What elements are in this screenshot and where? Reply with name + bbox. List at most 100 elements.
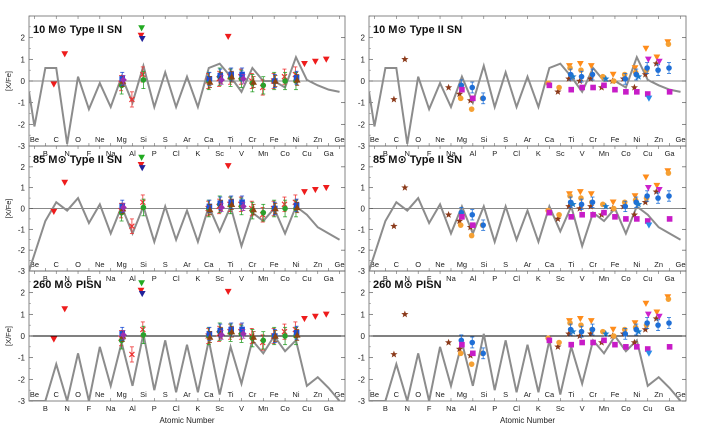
element-label-bottom: B <box>43 149 48 158</box>
element-label-bottom: P <box>152 149 157 158</box>
data-point <box>578 201 585 208</box>
element-label-bottom: N <box>405 404 410 413</box>
element-label-top: Ne <box>95 260 105 269</box>
element-label-bottom: Mn <box>599 274 609 283</box>
element-label-bottom: Mn <box>599 404 609 413</box>
element-label-bottom: Al <box>470 149 477 158</box>
model-line <box>29 196 341 271</box>
element-label-bottom: Sc <box>556 404 565 413</box>
panel-title: 260 M⊙ PISN <box>373 279 442 291</box>
element-label-bottom: Co <box>621 274 631 283</box>
data-point <box>455 217 464 225</box>
y-tick-label: 0 <box>21 332 26 341</box>
data-point <box>653 182 661 189</box>
element-label-top: Mg <box>457 260 467 269</box>
y-tick-label: 0 <box>361 332 366 341</box>
data-point <box>138 36 146 43</box>
element-label-bottom: Cu <box>643 149 653 158</box>
element-label-bottom: K <box>195 404 200 413</box>
data-point <box>567 65 573 71</box>
series-green-down-triangle <box>138 280 146 287</box>
data-point <box>322 311 330 318</box>
data-point <box>601 82 607 89</box>
data-point <box>459 86 465 93</box>
data-point <box>644 346 651 352</box>
y-tick-label: -3 <box>358 142 366 151</box>
data-point <box>301 189 308 196</box>
y-axis-label: [X/Fe] <box>4 198 13 218</box>
element-label-bottom: P <box>152 274 157 283</box>
data-point <box>644 65 650 71</box>
data-point <box>554 343 562 350</box>
data-point <box>645 95 653 102</box>
series-red-down-triangle <box>50 287 330 343</box>
element-label-bottom: N <box>64 149 69 158</box>
data-point <box>468 361 475 367</box>
data-point <box>311 187 319 194</box>
data-point <box>579 84 585 91</box>
data-point <box>634 89 640 95</box>
data-point <box>666 216 673 222</box>
data-point <box>546 209 553 216</box>
element-label-bottom: N <box>405 149 410 158</box>
data-point <box>622 331 629 337</box>
series-brown-star <box>390 183 660 231</box>
element-label-bottom: V <box>239 274 244 283</box>
data-point <box>641 325 649 333</box>
element-label-top: Ar <box>183 135 191 144</box>
data-point <box>444 210 453 218</box>
data-point <box>644 56 652 63</box>
data-point <box>457 222 464 228</box>
data-point <box>578 322 584 328</box>
data-point <box>587 75 595 82</box>
data-point <box>565 330 573 337</box>
data-point <box>568 214 575 220</box>
data-point <box>546 82 553 89</box>
plot-area <box>369 294 682 401</box>
element-label-top: Ca <box>545 260 555 269</box>
data-point <box>469 339 476 346</box>
element-label-top: Ne <box>95 135 105 144</box>
y-tick-label: 2 <box>21 163 26 172</box>
y-tick-label: -3 <box>18 397 26 406</box>
data-point <box>138 154 146 161</box>
element-label-top: Mg <box>457 390 467 399</box>
x-axis-label: Atomic Number <box>159 416 214 425</box>
data-point <box>556 339 562 346</box>
data-point <box>554 215 562 222</box>
element-label-top: Fe <box>611 390 620 399</box>
data-point <box>569 72 577 80</box>
data-point <box>587 202 595 210</box>
element-label-top: Fe <box>270 390 279 399</box>
element-label-top: Cr <box>248 260 256 269</box>
plot-area <box>29 154 341 271</box>
data-point <box>576 332 584 340</box>
element-label-bottom: Co <box>280 274 290 283</box>
element-label-top: Cr <box>248 390 256 399</box>
series-green-down-triangle <box>138 154 146 161</box>
element-label-bottom: F <box>427 404 432 413</box>
data-point <box>642 174 650 181</box>
element-label-top: Mg <box>116 390 126 399</box>
data-point <box>652 188 660 195</box>
element-label-bottom: P <box>492 149 497 158</box>
element-label-top: Ni <box>633 260 640 269</box>
data-point <box>587 318 595 325</box>
element-label-top: Ti <box>568 260 574 269</box>
element-label-bottom: Al <box>470 274 477 283</box>
model-line <box>29 54 340 144</box>
data-point <box>567 193 573 199</box>
plot-area <box>29 25 340 144</box>
y-tick-label: 0 <box>21 77 26 86</box>
data-point <box>644 91 651 97</box>
data-point <box>579 211 585 218</box>
data-point <box>609 326 617 333</box>
data-point <box>631 65 639 72</box>
data-point <box>260 337 267 344</box>
data-point <box>665 170 672 176</box>
element-label-top: C <box>54 260 60 269</box>
element-label-top: Be <box>370 390 379 399</box>
data-point <box>250 78 257 85</box>
plot-area <box>29 280 341 401</box>
element-label-bottom: Ga <box>665 404 676 413</box>
